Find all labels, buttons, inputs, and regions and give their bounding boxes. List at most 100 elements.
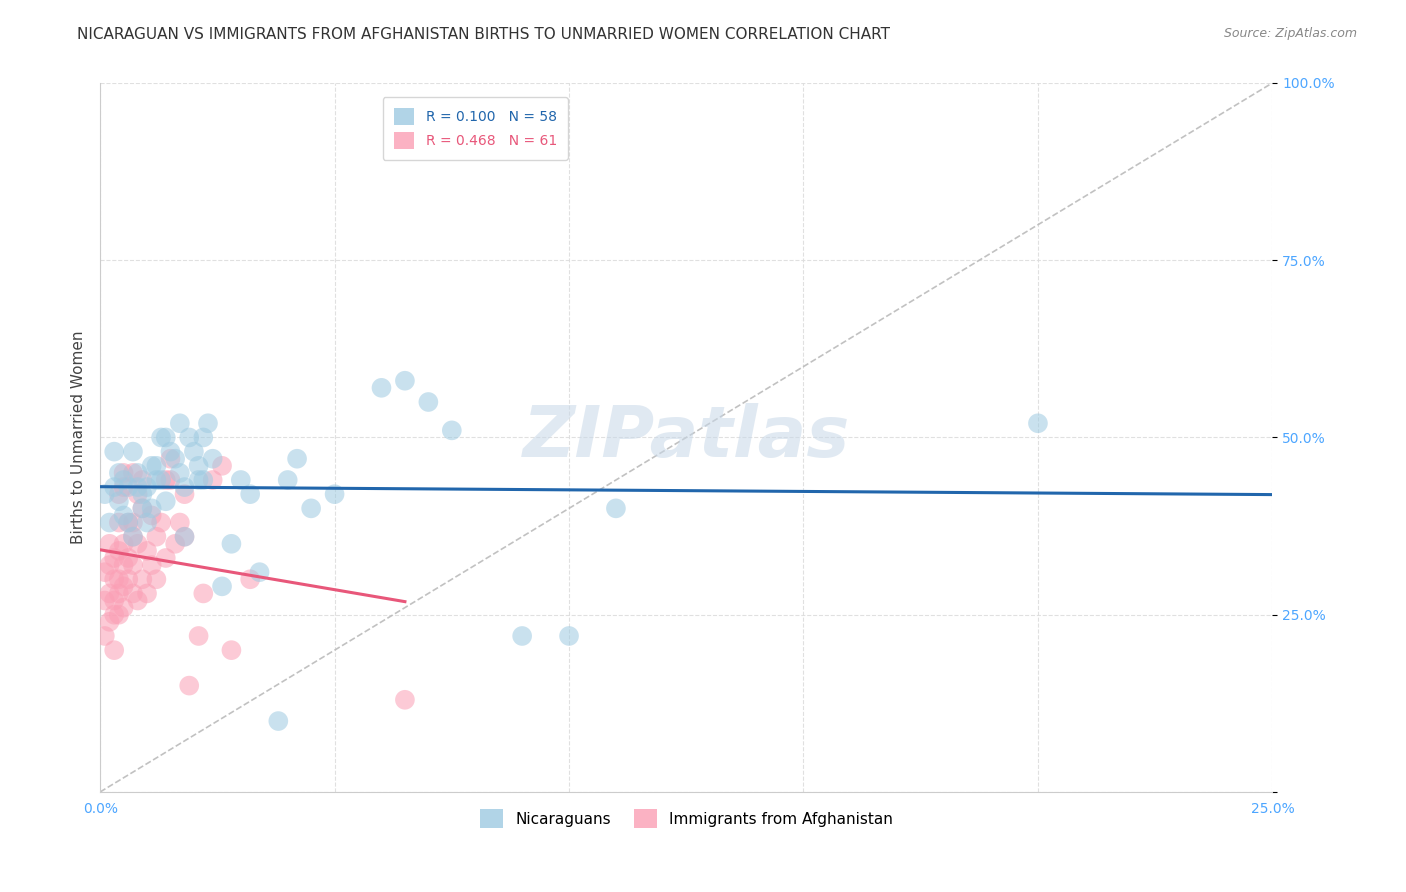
Point — [112, 537, 135, 551]
Point — [229, 473, 252, 487]
Point — [94, 487, 117, 501]
Point — [127, 480, 149, 494]
Text: ZIPatlas: ZIPatlas — [523, 403, 851, 472]
Point — [112, 508, 135, 523]
Point — [239, 487, 262, 501]
Text: NICARAGUAN VS IMMIGRANTS FROM AFGHANISTAN BIRTHS TO UNMARRIED WOMEN CORRELATION : NICARAGUAN VS IMMIGRANTS FROM AFGHANISTA… — [77, 27, 890, 42]
Point — [112, 466, 135, 480]
Point — [108, 487, 131, 501]
Point — [183, 444, 205, 458]
Point — [173, 530, 195, 544]
Point — [122, 466, 145, 480]
Point — [136, 480, 159, 494]
Point — [98, 615, 121, 629]
Point — [159, 473, 181, 487]
Point — [155, 494, 177, 508]
Point — [103, 572, 125, 586]
Point — [201, 451, 224, 466]
Point — [173, 530, 195, 544]
Point — [197, 417, 219, 431]
Point — [108, 494, 131, 508]
Point — [145, 530, 167, 544]
Point — [122, 516, 145, 530]
Point — [169, 417, 191, 431]
Point — [1026, 417, 1049, 431]
Point — [165, 537, 187, 551]
Point — [117, 480, 139, 494]
Text: Source: ZipAtlas.com: Source: ZipAtlas.com — [1223, 27, 1357, 40]
Point — [193, 430, 215, 444]
Point — [145, 458, 167, 473]
Point — [103, 643, 125, 657]
Point — [150, 473, 173, 487]
Point — [131, 572, 153, 586]
Point — [98, 558, 121, 572]
Point — [117, 572, 139, 586]
Point — [108, 466, 131, 480]
Point — [173, 487, 195, 501]
Point — [112, 473, 135, 487]
Point — [117, 516, 139, 530]
Point — [108, 544, 131, 558]
Point — [285, 451, 308, 466]
Point — [122, 444, 145, 458]
Point — [127, 593, 149, 607]
Point — [187, 629, 209, 643]
Point — [141, 558, 163, 572]
Point — [159, 444, 181, 458]
Point — [136, 544, 159, 558]
Point — [136, 586, 159, 600]
Point — [394, 374, 416, 388]
Point — [145, 473, 167, 487]
Point — [221, 643, 243, 657]
Point — [323, 487, 346, 501]
Point — [187, 473, 209, 487]
Point — [127, 466, 149, 480]
Point — [108, 607, 131, 622]
Point — [179, 430, 201, 444]
Point — [277, 473, 299, 487]
Point — [108, 516, 131, 530]
Point — [94, 629, 117, 643]
Point — [103, 607, 125, 622]
Point — [159, 451, 181, 466]
Point — [117, 551, 139, 566]
Point — [122, 586, 145, 600]
Point — [98, 516, 121, 530]
Point — [169, 466, 191, 480]
Point — [108, 586, 131, 600]
Point — [103, 551, 125, 566]
Point — [370, 381, 392, 395]
Point — [103, 480, 125, 494]
Point — [131, 473, 153, 487]
Point — [108, 572, 131, 586]
Point — [150, 430, 173, 444]
Point — [239, 572, 262, 586]
Point — [165, 451, 187, 466]
Point — [193, 586, 215, 600]
Point — [193, 473, 215, 487]
Point — [131, 501, 153, 516]
Point — [558, 629, 581, 643]
Point — [127, 537, 149, 551]
Point — [221, 537, 243, 551]
Point — [173, 480, 195, 494]
Point — [394, 693, 416, 707]
Point — [150, 516, 173, 530]
Legend: Nicaraguans, Immigrants from Afghanistan: Nicaraguans, Immigrants from Afghanistan — [474, 803, 898, 834]
Point — [299, 501, 322, 516]
Point — [127, 487, 149, 501]
Point — [103, 444, 125, 458]
Point — [141, 508, 163, 523]
Point — [122, 530, 145, 544]
Point — [605, 501, 627, 516]
Point — [117, 516, 139, 530]
Point — [440, 423, 463, 437]
Point — [112, 600, 135, 615]
Point — [98, 586, 121, 600]
Point — [131, 487, 153, 501]
Point — [98, 537, 121, 551]
Point — [155, 551, 177, 566]
Point — [187, 458, 209, 473]
Point — [211, 579, 233, 593]
